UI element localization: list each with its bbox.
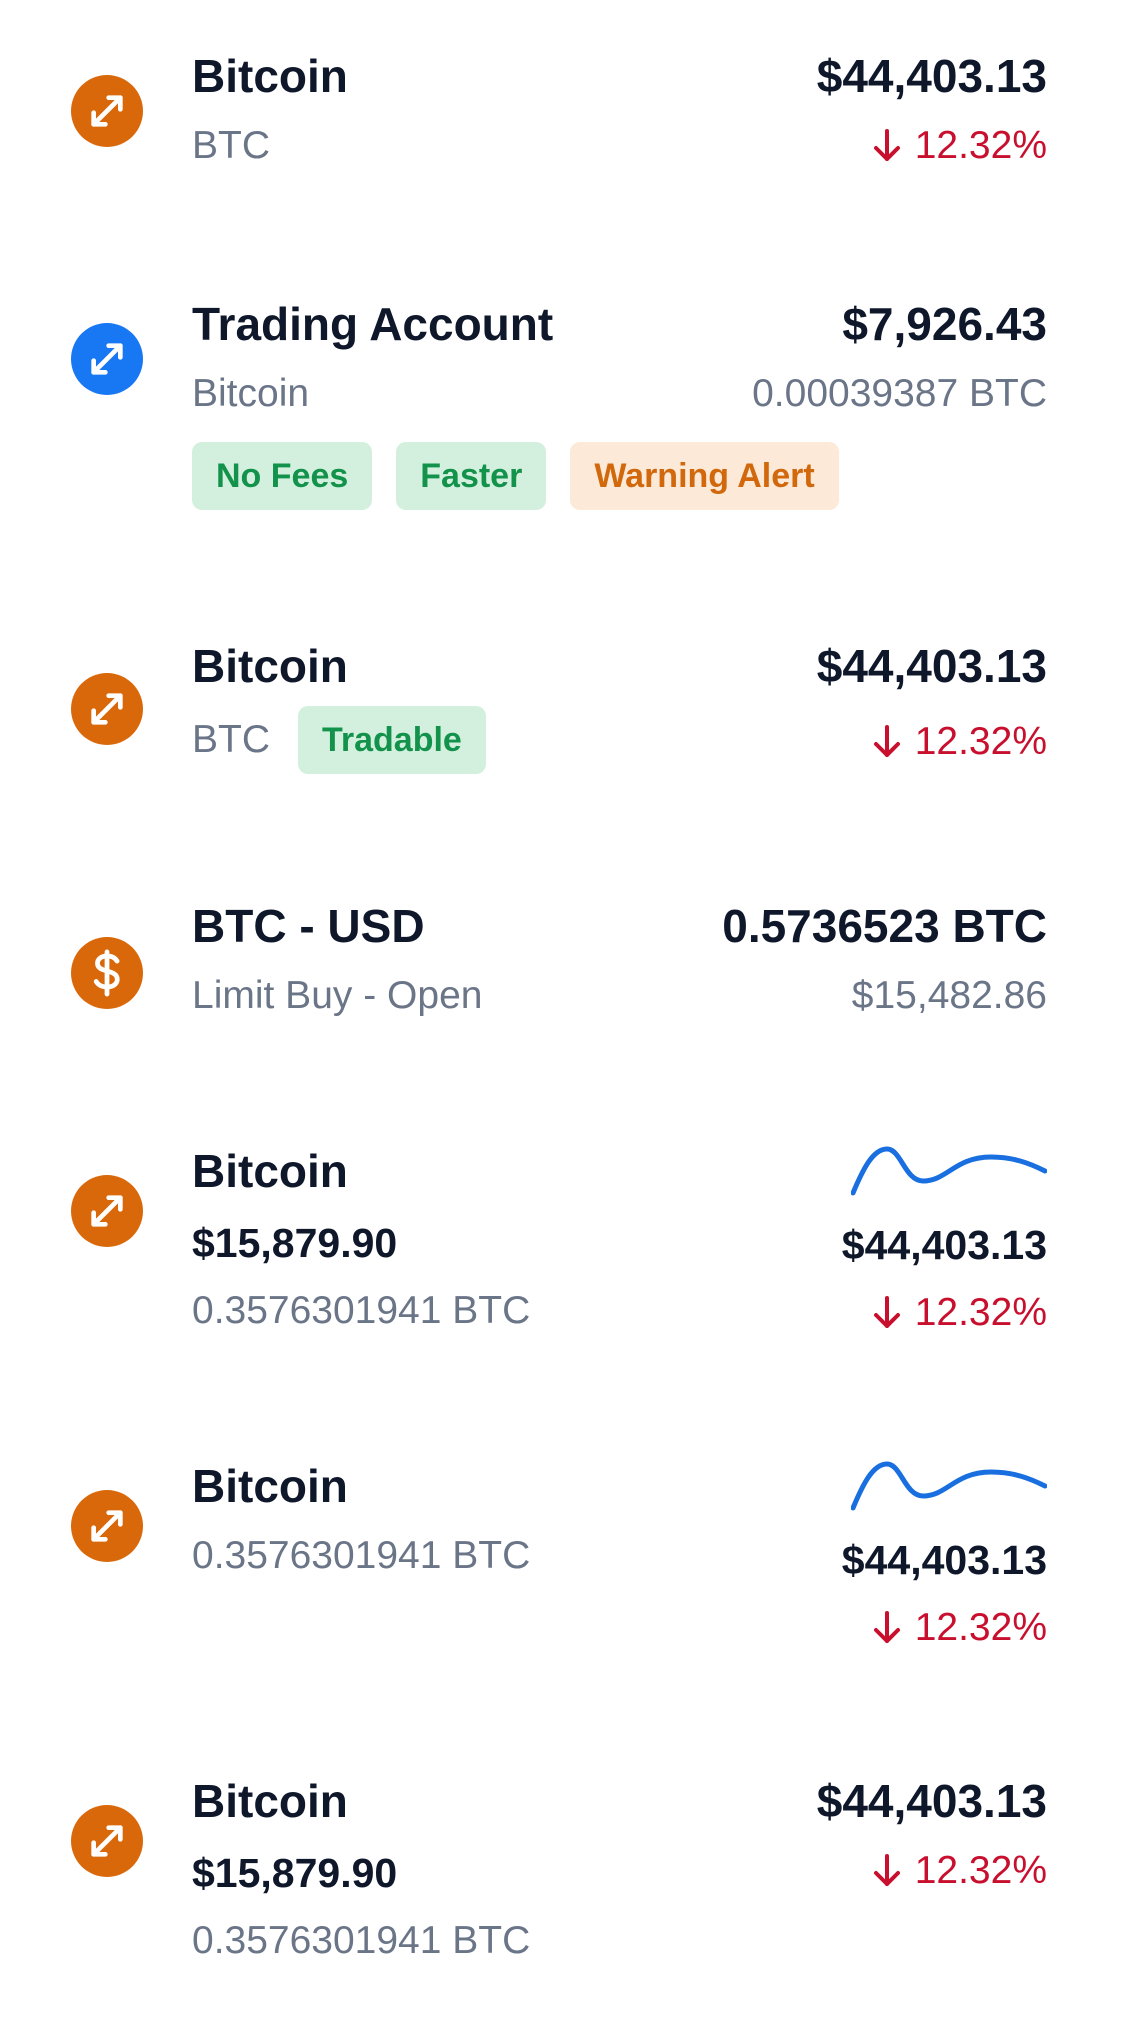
arrow-down-icon [873, 1611, 900, 1643]
account-row-trading[interactable]: Trading Account Bitcoin No Fees Faster W… [0, 290, 1125, 530]
order-amount: 0.5736523 BTC [722, 900, 1047, 952]
arrow-down-icon [873, 1854, 900, 1886]
price-change: 12.32% [873, 1847, 1047, 1895]
holding-amount: 0.3576301941 BTC [192, 1919, 531, 1962]
arrows-expand-icon [71, 1490, 143, 1562]
sparkline-chart [851, 1461, 1047, 1511]
arrows-expand-icon [71, 1805, 143, 1877]
asset-price: $44,403.13 [841, 1222, 1047, 1268]
holding-row-bitcoin-detail[interactable]: Bitcoin $15,879.90 0.3576301941 BTC $44,… [0, 1775, 1125, 1975]
holding-amount: 0.3576301941 BTC [192, 1534, 531, 1577]
arrows-expand-icon [71, 673, 143, 745]
price-change-value: 12.32% [914, 124, 1047, 167]
asset-price: $44,403.13 [816, 1775, 1047, 1827]
price-change-value: 12.32% [914, 720, 1047, 763]
asset-name: Bitcoin [192, 1460, 348, 1512]
arrows-expand-icon [71, 323, 143, 395]
badge-tradable: Tradable [298, 706, 486, 774]
asset-name: Bitcoin [192, 50, 348, 102]
arrow-down-icon [873, 725, 900, 757]
asset-price: $44,403.13 [841, 1537, 1047, 1583]
asset-row-bitcoin-tradable[interactable]: Bitcoin BTC Tradable $44,403.13 12.32% [0, 640, 1125, 840]
account-name: Trading Account [192, 298, 554, 350]
order-value: $15,482.86 [851, 974, 1047, 1017]
holding-row-bitcoin-compact[interactable]: Bitcoin 0.3576301941 BTC $44,403.13 12.3… [0, 1460, 1125, 1660]
dollar-icon [71, 937, 143, 1009]
badge-list: No Fees Faster Warning Alert [192, 442, 839, 510]
account-crypto-amount: 0.00039387 BTC [752, 372, 1047, 415]
asset-row-bitcoin[interactable]: Bitcoin BTC $44,403.13 12.32% [0, 0, 1125, 200]
order-row-btc-usd[interactable]: BTC - USD Limit Buy - Open 0.5736523 BTC… [0, 900, 1125, 1050]
badge-warning-alert: Warning Alert [570, 442, 839, 510]
asset-price: $44,403.13 [816, 50, 1047, 102]
asset-price: $44,403.13 [816, 640, 1047, 692]
holding-value: $15,879.90 [192, 1220, 398, 1266]
price-change: 12.32% [873, 718, 1047, 766]
price-change: 12.32% [873, 122, 1047, 170]
holding-value: $15,879.90 [192, 1850, 398, 1896]
asset-name: Bitcoin [192, 1775, 348, 1827]
badge-faster: Faster [396, 442, 547, 510]
price-change-value: 12.32% [914, 1291, 1047, 1334]
asset-symbol: BTC [192, 718, 270, 761]
order-pair: BTC - USD [192, 900, 425, 952]
sparkline-chart [851, 1146, 1047, 1196]
price-change-value: 12.32% [914, 1606, 1047, 1649]
holding-amount: 0.3576301941 BTC [192, 1289, 531, 1332]
order-status: Limit Buy - Open [192, 974, 483, 1017]
asset-name: Bitcoin [192, 1145, 348, 1197]
arrows-expand-icon [71, 75, 143, 147]
arrow-down-icon [873, 129, 900, 161]
arrow-down-icon [873, 1296, 900, 1328]
account-balance: $7,926.43 [842, 298, 1047, 350]
price-change: 12.32% [873, 1604, 1047, 1652]
asset-symbol: BTC [192, 124, 270, 167]
badge-no-fees: No Fees [192, 442, 373, 510]
price-change-value: 12.32% [914, 1849, 1047, 1892]
arrows-expand-icon [71, 1175, 143, 1247]
account-asset: Bitcoin [192, 372, 310, 415]
price-change: 12.32% [873, 1289, 1047, 1337]
asset-name: Bitcoin [192, 640, 348, 692]
holding-row-bitcoin[interactable]: Bitcoin $15,879.90 0.3576301941 BTC $44,… [0, 1145, 1125, 1345]
